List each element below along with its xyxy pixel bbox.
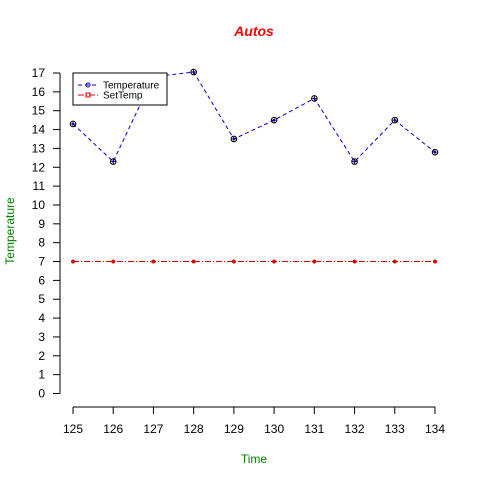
x-tick-label: 127 bbox=[143, 422, 163, 436]
y-tick-label: 9 bbox=[38, 217, 45, 231]
legend-box bbox=[72, 72, 168, 106]
x-tick-label: 129 bbox=[224, 422, 244, 436]
data-point bbox=[69, 120, 77, 128]
series-line bbox=[72, 71, 436, 163]
y-tick-label: 8 bbox=[38, 236, 45, 250]
series-1 bbox=[70, 259, 438, 264]
data-point bbox=[231, 259, 236, 264]
y-tick-label: 6 bbox=[38, 273, 45, 287]
legend-label: SetTemp bbox=[103, 91, 143, 102]
y-tick-label: 4 bbox=[38, 311, 45, 325]
y-tick-label: 1 bbox=[38, 368, 45, 382]
y-tick-label: 10 bbox=[32, 198, 46, 212]
y-axis-label: Temperature bbox=[3, 197, 17, 265]
y-tick-label: 17 bbox=[32, 66, 46, 80]
y-tick-label: 15 bbox=[32, 104, 46, 118]
data-point bbox=[311, 95, 318, 102]
x-tick-label: 126 bbox=[103, 422, 123, 436]
data-point bbox=[190, 68, 197, 76]
data-point bbox=[191, 259, 196, 264]
data-point bbox=[312, 259, 317, 264]
x-tick-label: 130 bbox=[264, 422, 284, 436]
x-tick-label: 133 bbox=[385, 422, 405, 436]
data-point bbox=[230, 135, 238, 143]
data-point-core bbox=[272, 118, 276, 122]
x-tick-label: 128 bbox=[184, 422, 204, 436]
y-tick-label: 12 bbox=[32, 160, 46, 174]
y-tick-label: 13 bbox=[32, 141, 46, 155]
x-tick-label: 132 bbox=[345, 422, 365, 436]
data-point-core bbox=[433, 150, 437, 154]
y-tick-label: 11 bbox=[33, 179, 46, 193]
data-point-core bbox=[112, 160, 115, 163]
x-tick-label: 131 bbox=[304, 422, 324, 436]
data-point-core bbox=[192, 70, 195, 74]
legend-swatch-marker bbox=[85, 92, 91, 98]
x-axis-label: Time bbox=[241, 452, 268, 466]
chart-title: Autos bbox=[233, 23, 274, 39]
data-point-core bbox=[313, 97, 316, 100]
legend-label: Temperature bbox=[103, 81, 160, 92]
data-point bbox=[270, 116, 278, 124]
data-point bbox=[352, 259, 357, 264]
data-point bbox=[111, 259, 116, 264]
data-point-core bbox=[393, 118, 396, 122]
y-tick-label: 7 bbox=[38, 255, 45, 269]
data-point bbox=[392, 259, 397, 264]
data-point bbox=[391, 116, 399, 124]
data-point-core bbox=[353, 160, 356, 163]
data-point bbox=[432, 259, 438, 264]
y-tick-label: 2 bbox=[38, 349, 45, 363]
data-point bbox=[272, 259, 277, 264]
y-tick-label: 16 bbox=[32, 85, 46, 99]
legend-swatch-marker bbox=[85, 82, 91, 88]
y-tick-label: 5 bbox=[38, 292, 45, 306]
data-point bbox=[431, 148, 439, 156]
data-point-core bbox=[232, 137, 236, 141]
data-point bbox=[109, 158, 117, 165]
y-tick-label: 14 bbox=[32, 123, 46, 137]
x-tick-label: 125 bbox=[63, 422, 83, 436]
series-layer bbox=[69, 68, 439, 264]
data-point-core bbox=[71, 122, 75, 126]
data-point bbox=[70, 259, 76, 264]
data-point bbox=[351, 158, 358, 165]
y-tick-label: 0 bbox=[38, 387, 45, 401]
data-point bbox=[151, 259, 156, 264]
x-tick-label: 134 bbox=[425, 422, 445, 436]
y-tick-label: 3 bbox=[38, 330, 45, 344]
